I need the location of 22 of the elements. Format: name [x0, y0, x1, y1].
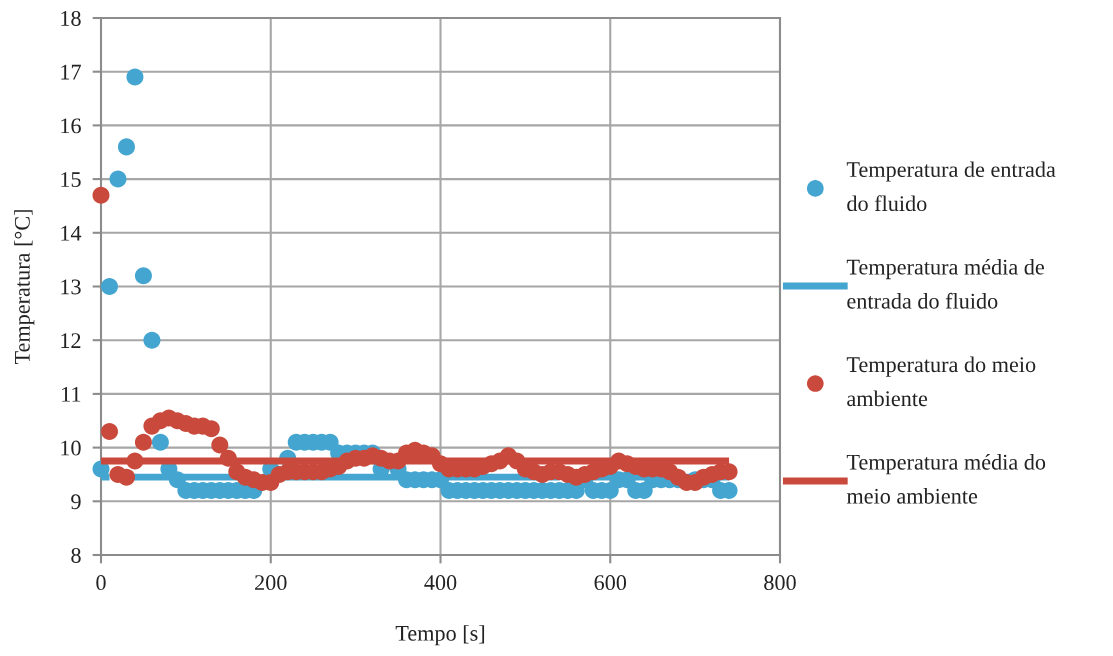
x-axis-title: Tempo [s]	[395, 625, 485, 646]
y-tick-label: 16	[61, 118, 81, 134]
x-tick-label: 400	[424, 575, 457, 591]
y-tick-label: 14	[61, 225, 82, 241]
y-tick-label: 13	[61, 279, 81, 295]
y-tick-label: 18	[61, 10, 81, 26]
x-tick-label: 0	[96, 575, 106, 591]
legend-label: Temperatura média do meio ambiente	[846, 454, 1046, 504]
y-tick-label: 15	[61, 172, 81, 188]
x-tick-label: 800	[764, 575, 796, 591]
y-tick-label: 11	[62, 386, 81, 402]
legend-label: Temperatura média de entrada do fluido	[846, 258, 1044, 309]
y-tick-label: 9	[71, 494, 81, 510]
legend-label: Temperatura do meio ambiente	[846, 356, 1036, 407]
y-tick-label: 12	[61, 333, 81, 348]
x-tick-label: 200	[255, 575, 287, 591]
y-axis-title: Temperatura [°C]	[14, 210, 35, 365]
y-tick-label: 17	[61, 64, 81, 80]
legend-label: Temperatura de entrada do fluido	[846, 161, 1056, 212]
y-tick-label: 10	[61, 440, 81, 456]
y-tick-label: 8	[71, 547, 81, 563]
x-tick-label: 600	[594, 575, 627, 591]
